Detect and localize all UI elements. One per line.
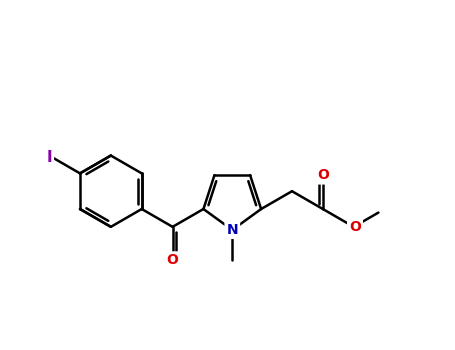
Text: O: O xyxy=(318,168,329,182)
Text: O: O xyxy=(349,220,361,234)
Text: O: O xyxy=(167,253,178,267)
Text: N: N xyxy=(227,223,238,237)
Text: I: I xyxy=(46,150,52,165)
